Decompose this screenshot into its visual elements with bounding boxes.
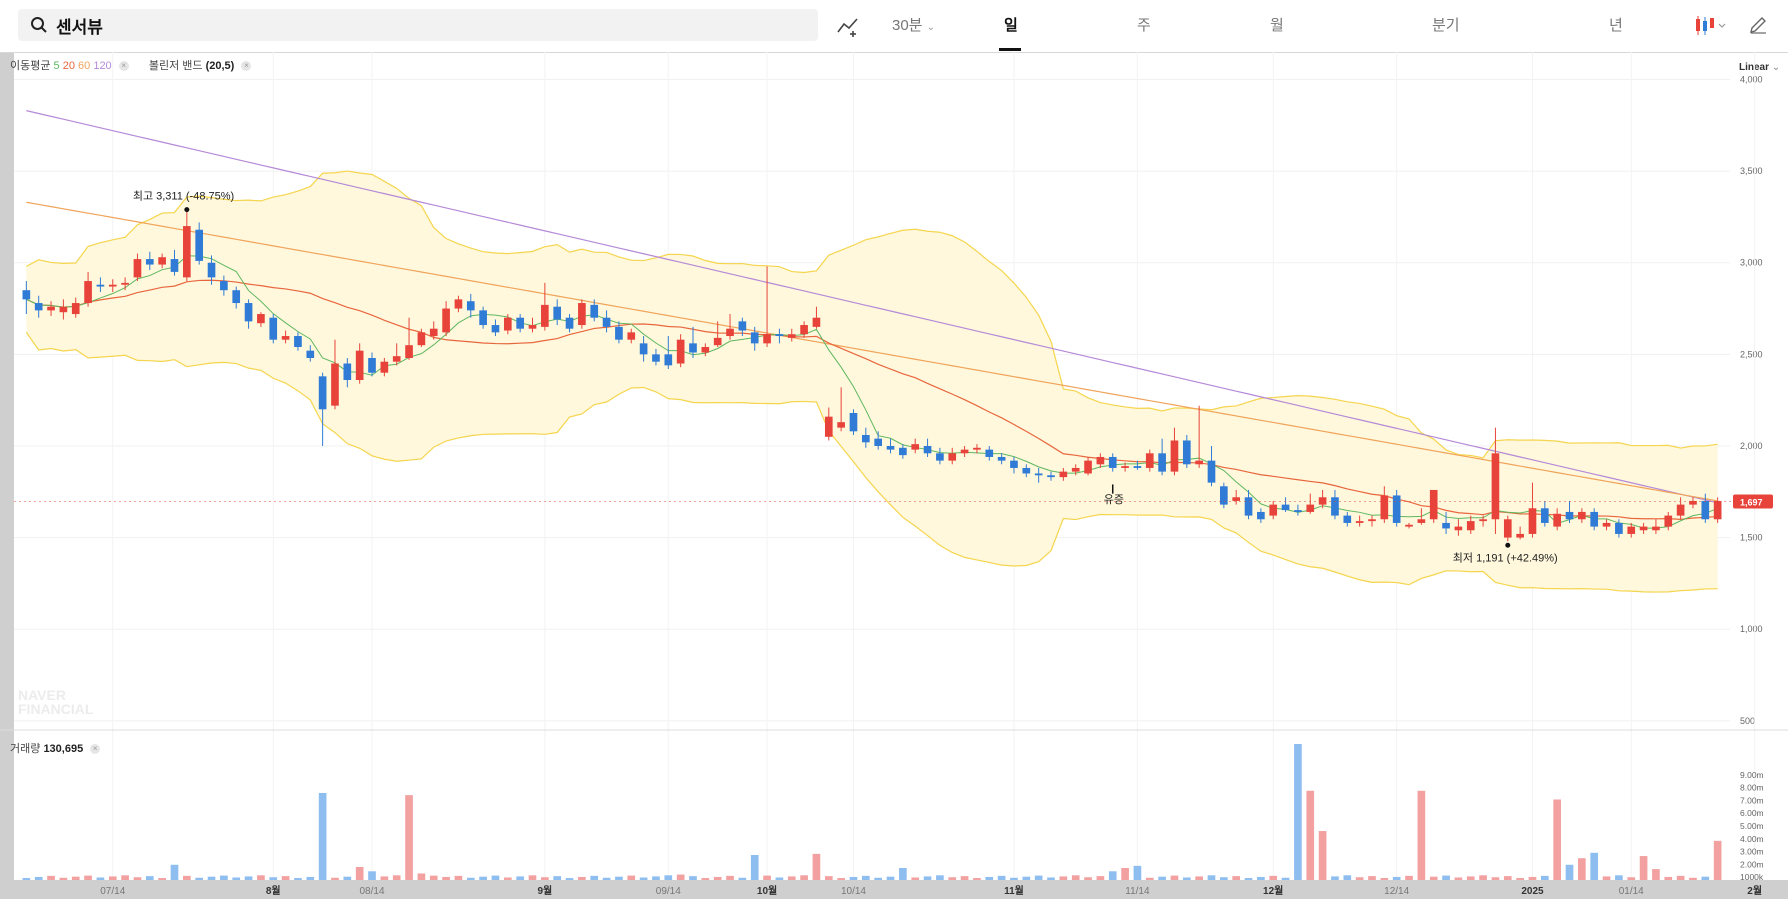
ma-period-60: 60 (74, 60, 91, 72)
ma-period-120: 120 (90, 60, 112, 72)
ma-legend-label: 이동평균 (10, 60, 51, 72)
volume-legend-value: 130,695 (43, 743, 84, 755)
top-toolbar: 센서뷰 30분 ⌄ 일 주 월 분기 년 (0, 0, 1788, 53)
search-icon (31, 17, 47, 33)
remove-ma-button[interactable]: × (118, 61, 129, 72)
ma-period-20: 20 (59, 60, 75, 72)
ma-period-5: 5 (53, 60, 60, 72)
search-bar[interactable]: 센서뷰 (18, 9, 818, 41)
scale-mode-select[interactable]: Linear ⌄ (1739, 62, 1781, 73)
candle-type-icon[interactable] (1694, 15, 1728, 37)
period-year[interactable]: 년 (1609, 17, 1623, 34)
period-month[interactable]: 월 (1270, 17, 1284, 34)
chart-panel (14, 0, 1788, 880)
volume-legend: 거래량 130,695 × (10, 740, 101, 756)
remove-bb-button[interactable]: × (241, 61, 252, 72)
period-30min[interactable]: 30분 ⌄ (892, 17, 936, 34)
remove-volume-button[interactable]: × (90, 744, 101, 755)
period-week[interactable]: 주 (1137, 17, 1151, 34)
edit-pencil-icon[interactable] (1748, 15, 1768, 35)
search-input[interactable]: 센서뷰 (56, 17, 103, 37)
bb-legend-label: 볼린저 밴드 (148, 60, 203, 72)
ma-period-list: 5 20 60 120 (54, 60, 112, 72)
ma-legend: 이동평균 5 20 60 120 × 볼린저 밴드 (20,5) × (10, 57, 252, 73)
period-quarter[interactable]: 분기 (1432, 17, 1460, 34)
active-period-indicator (999, 48, 1021, 51)
period-day[interactable]: 일 (1004, 17, 1018, 34)
volume-legend-label: 거래량 (10, 743, 41, 755)
chevron-down-icon: ⌄ (926, 22, 936, 33)
bb-legend-params: (20,5) (205, 60, 235, 72)
indicator-add-icon[interactable] (836, 16, 860, 38)
